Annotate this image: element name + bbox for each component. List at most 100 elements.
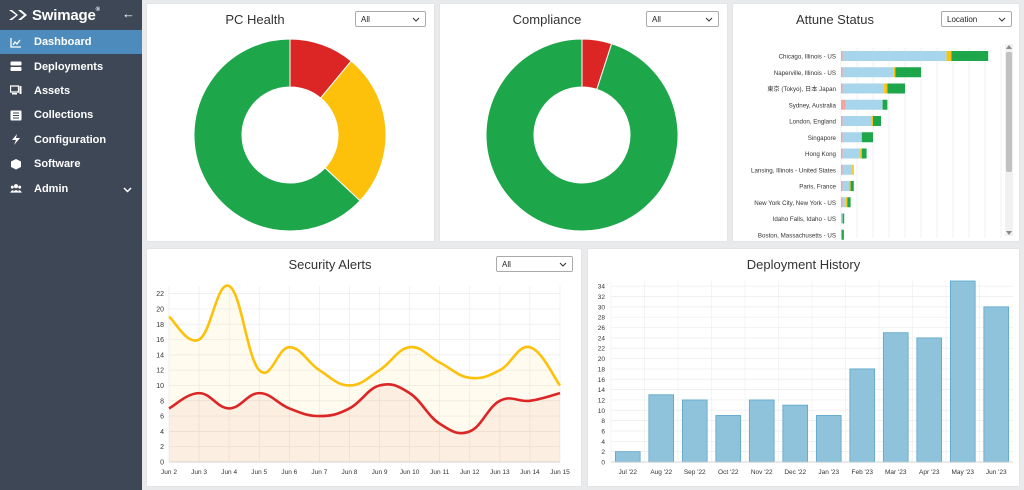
category-label: Paris, France — [799, 184, 836, 191]
bar — [782, 404, 809, 463]
y-tick-label: 14 — [598, 387, 606, 394]
series-area-red — [169, 384, 560, 462]
bar — [614, 451, 641, 463]
sidebar-item-label: Assets — [34, 84, 71, 97]
security-alerts-card: Security Alerts All 0 2 4 6 8 10 12 14 16 18 20 22 J… — [147, 249, 581, 486]
category-label: London, England — [789, 119, 836, 126]
x-tick-label: Nov '22 — [751, 469, 773, 476]
bar-segment-yellow — [849, 181, 851, 191]
collapse-sidebar-icon[interactable]: ← — [122, 6, 135, 21]
users-icon — [10, 183, 22, 195]
bar-segment-light_blue — [842, 83, 885, 94]
x-tick-label: May '23 — [951, 469, 974, 476]
x-tick-label: Jun 3 — [191, 469, 207, 476]
sidebar-item-configuration[interactable]: Configuration — [0, 128, 142, 152]
y-tick-label: 2 — [160, 444, 164, 451]
brand-name: Swimage® — [32, 6, 100, 24]
bar-segment-green — [850, 181, 854, 191]
x-tick-label: Jun 9 — [372, 469, 388, 476]
x-tick-label: Jun 10 — [400, 469, 420, 476]
bar — [882, 332, 909, 463]
select-value: Location — [947, 15, 978, 24]
y-tick-label: 4 — [601, 439, 605, 446]
bar — [983, 306, 1010, 463]
y-tick-label: 26 — [598, 325, 606, 332]
sidebar: Swimage® ← Dashboard Deployments Assets … — [0, 0, 142, 490]
attune-status-bar-chart: Chicago, Illinois - US Naperville, Illino… — [751, 48, 1002, 240]
category-label: New York City, New York - US — [754, 200, 836, 207]
scrollbar-thumb[interactable] — [1006, 52, 1012, 172]
sidebar-item-deployments[interactable]: Deployments — [0, 54, 142, 78]
y-tick-label: 22 — [598, 346, 606, 353]
desktop-icon — [10, 85, 22, 97]
brand[interactable]: Swimage® — [0, 0, 142, 30]
bar-segment-light_blue — [842, 164, 853, 175]
y-tick-label: 22 — [156, 291, 164, 298]
bar-segment-light_blue — [842, 116, 872, 126]
deployment-history-card: Deployment History 0 2 4 6 8 10 12 14 16 18 20 22 24… — [588, 249, 1019, 486]
y-tick-label: 16 — [598, 377, 606, 384]
x-tick-label: Jun 5 — [251, 469, 267, 476]
scroll-down-arrow[interactable] — [1006, 231, 1012, 235]
attune-filter-select[interactable]: Location — [941, 11, 1012, 27]
bar-segment-pink — [841, 213, 842, 224]
sidebar-item-dashboard[interactable]: Dashboard — [0, 30, 142, 55]
bar — [916, 337, 943, 463]
bar-segment-light_blue — [842, 51, 947, 61]
series-line-red — [168, 383, 561, 435]
series-line-yellow — [168, 284, 562, 387]
sidebar-item-label: Deployments — [34, 60, 104, 73]
select-value: All — [652, 15, 661, 24]
bar-segment-green — [887, 83, 905, 94]
pc-health-donut-chart — [193, 38, 387, 232]
attune-scrollbar[interactable] — [1005, 44, 1013, 236]
bar-segment-pink — [841, 164, 843, 175]
bar-segment-yellow — [845, 197, 848, 208]
y-tick-label: 14 — [156, 352, 164, 359]
sidebar-item-admin[interactable]: Admin — [0, 176, 142, 200]
bar-segment-light_blue — [841, 213, 843, 224]
bar-segment-green — [861, 132, 873, 143]
bar-segment-yellow — [871, 116, 873, 126]
x-tick-label: Jun 11 — [430, 469, 449, 476]
y-tick-label: 20 — [156, 306, 164, 313]
x-tick-label: Jun 14 — [520, 469, 540, 476]
bar-segment-yellow — [946, 51, 952, 61]
bar-segment-green — [861, 148, 867, 159]
sidebar-item-collections[interactable]: Collections — [0, 103, 142, 127]
bar-segment-pink — [841, 67, 843, 78]
compliance-filter-select[interactable]: All — [646, 11, 719, 27]
card-title: Compliance — [512, 12, 582, 27]
bar-segment-pink — [841, 83, 843, 94]
security-alerts-line-chart: 0 2 4 6 8 10 12 14 16 18 20 22 Jun 2 Jun 3 Jun 4 Jun 5 J… — [156, 284, 570, 476]
x-tick-label: Jul '22 — [618, 469, 637, 476]
x-tick-label: Jun 7 — [311, 469, 327, 476]
bolt-icon — [10, 134, 22, 146]
category-label: Lansing, Illinois - United States — [751, 167, 836, 174]
bar-segment-yellow — [860, 148, 862, 159]
chevron-down-icon — [123, 184, 132, 196]
sidebar-item-label: Dashboard — [34, 36, 92, 49]
y-tick-label: 32 — [598, 294, 606, 301]
server-icon — [10, 61, 22, 73]
y-tick-label: 0 — [601, 460, 605, 467]
x-tick-label: Jun 12 — [460, 469, 480, 476]
sidebar-item-assets[interactable]: Assets — [0, 79, 142, 103]
category-label: 東京 (Tokyo), 日本 Japan — [767, 85, 836, 93]
y-tick-label: 8 — [160, 398, 164, 405]
security-filter-select[interactable]: All — [496, 256, 573, 272]
category-label: Singapore — [808, 135, 837, 142]
donut-slice-green — [485, 38, 679, 232]
pc-health-filter-select[interactable]: All — [355, 11, 426, 27]
bar-segment-light_blue — [845, 99, 883, 110]
sidebar-item-software[interactable]: Software — [0, 152, 142, 176]
bar-segment-pink — [841, 148, 843, 159]
scroll-up-arrow[interactable] — [1006, 45, 1012, 49]
x-tick-label: Aug '22 — [650, 469, 672, 476]
bar-segment-yellow — [852, 164, 854, 175]
y-tick-label: 18 — [156, 322, 164, 329]
bar-segment-light_blue — [842, 197, 846, 208]
pc-health-card: PC Health All — [147, 4, 434, 241]
list-icon — [10, 109, 22, 121]
bar — [815, 415, 842, 463]
